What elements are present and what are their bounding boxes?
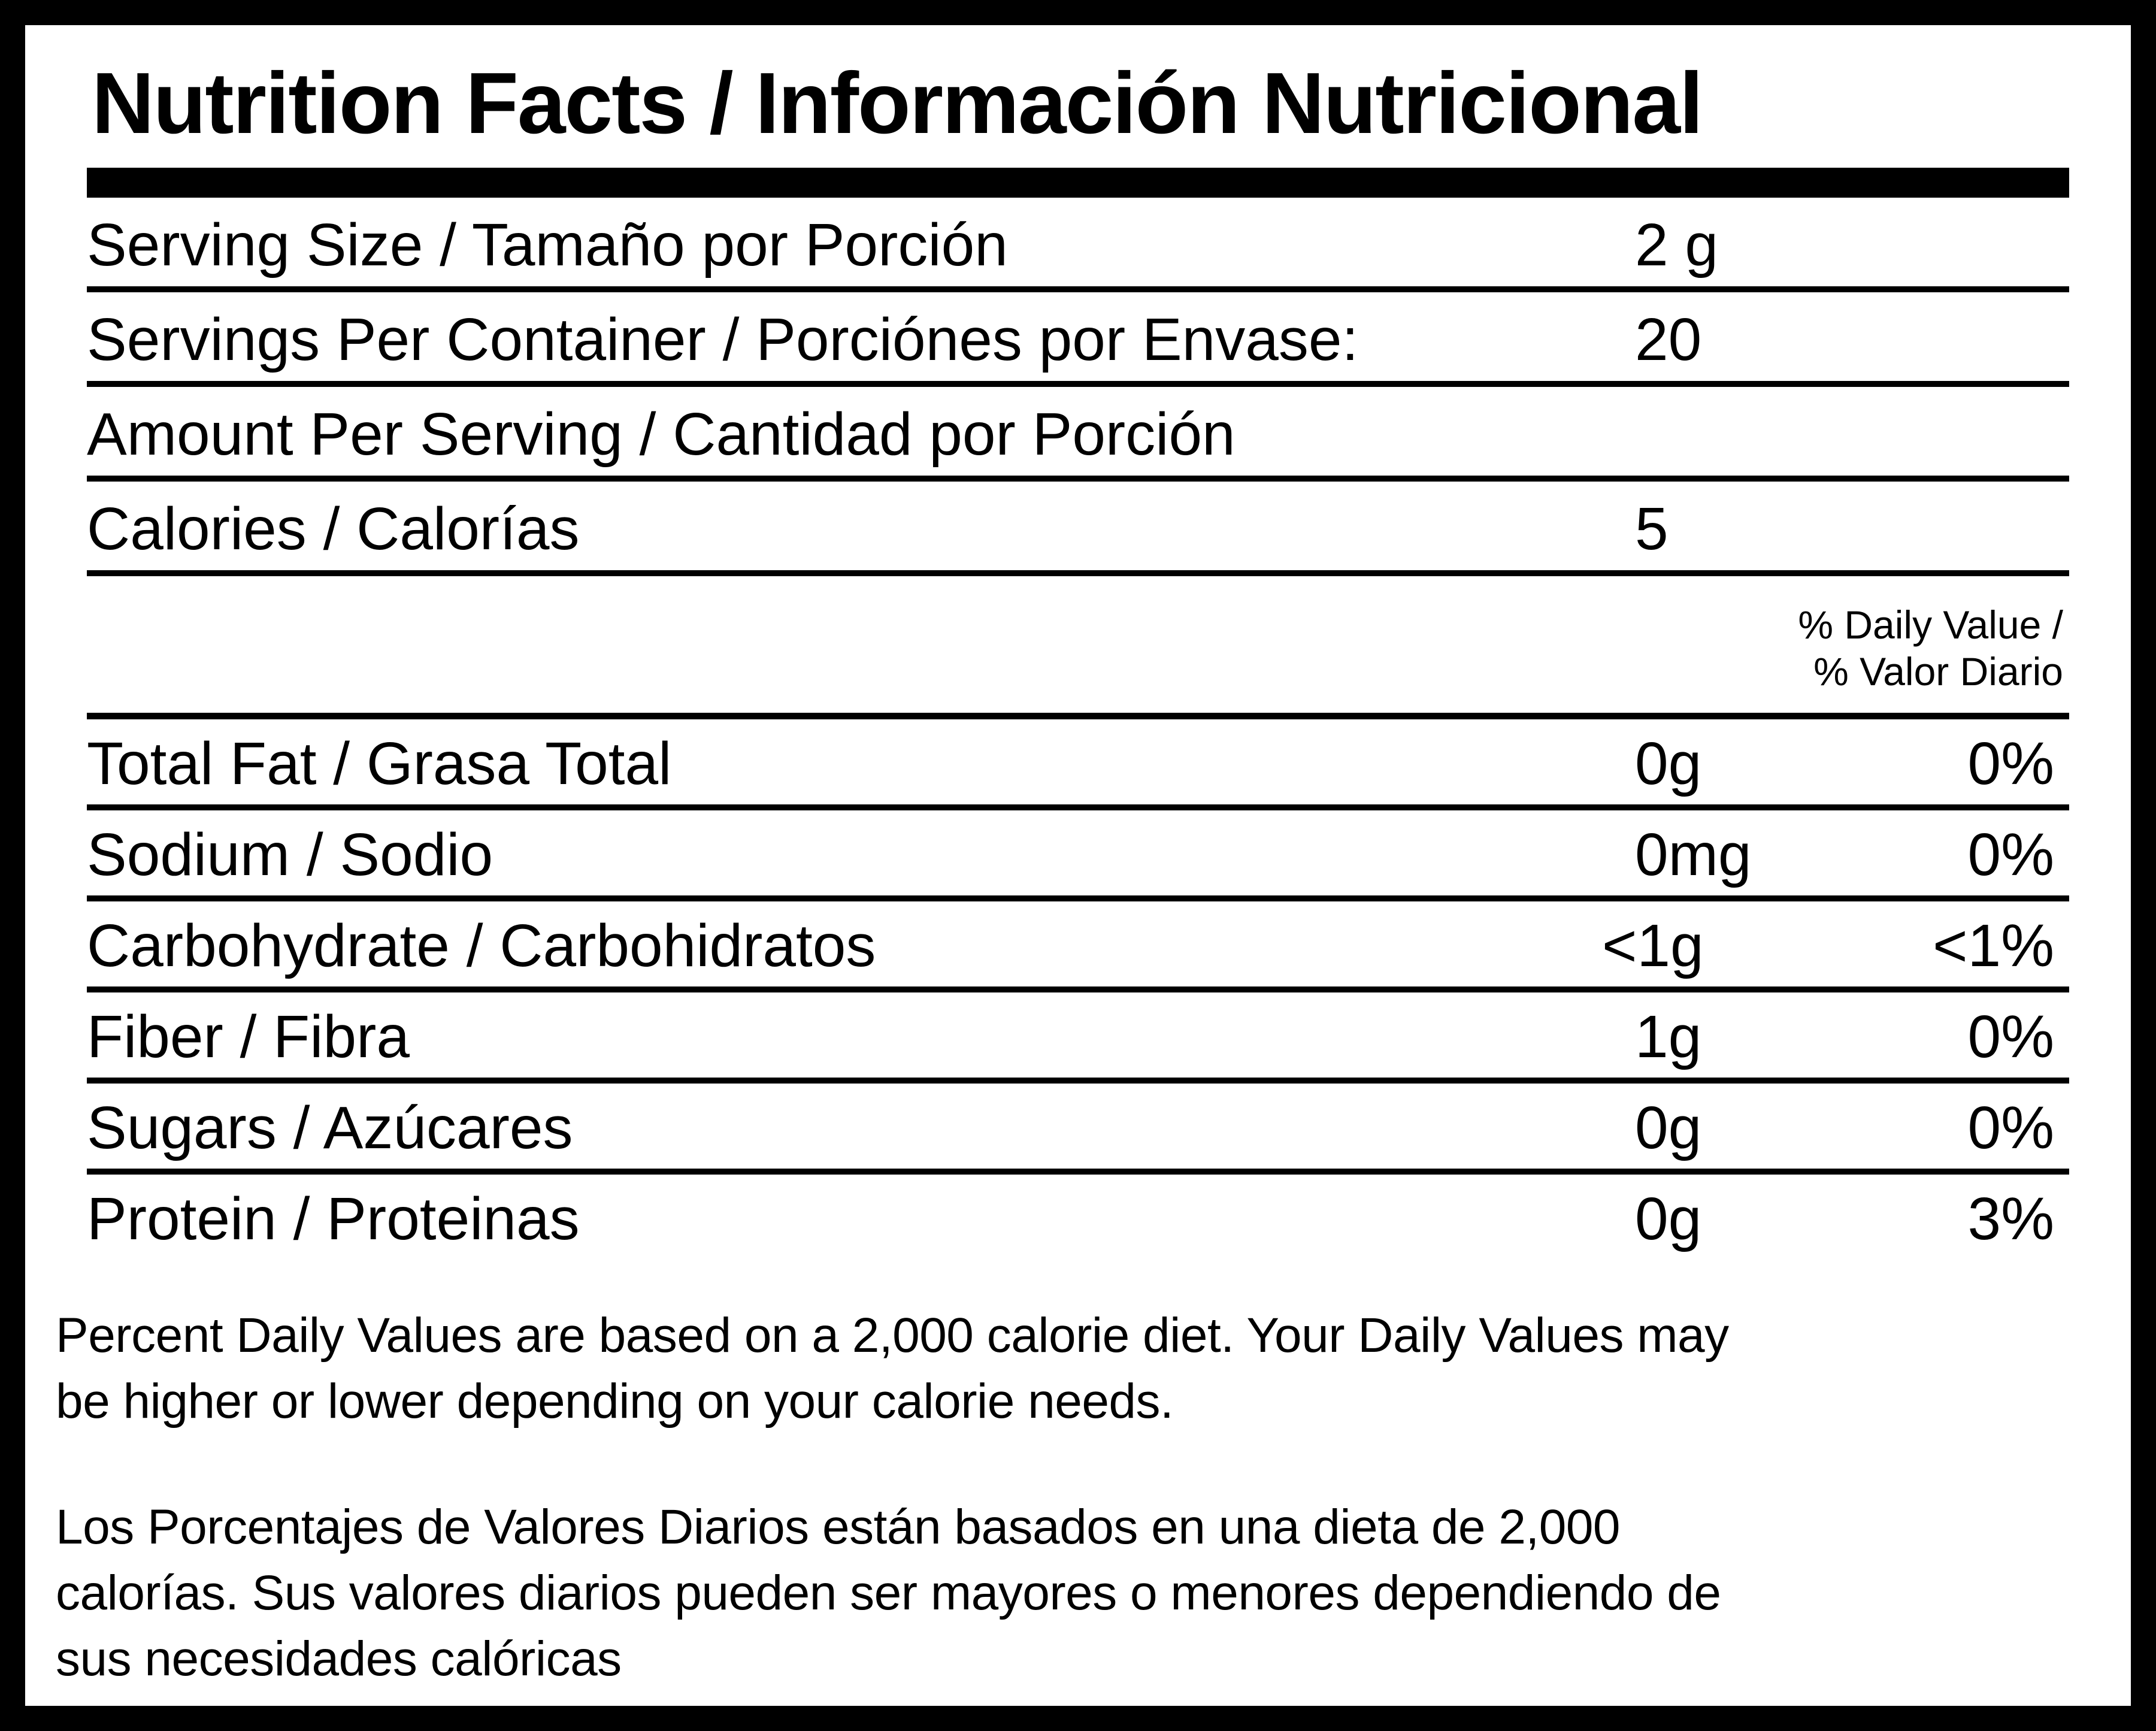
daily-value-header: % Daily Value / % Valor Diario (87, 576, 2069, 719)
nutrient-row: Total Fat / Grasa Total 0g 0% (87, 719, 2069, 810)
nutrient-name: Total Fat / Grasa Total (87, 730, 672, 797)
title-divider-bar (87, 168, 2069, 198)
nutrient-name: Sugars / Azúcares (87, 1094, 573, 1161)
footnote-english: Percent Daily Values are based on a 2,00… (56, 1303, 2069, 1435)
footnote-spanish-line: sus necesidades calóricas (56, 1632, 622, 1686)
info-row-value: 20 (1635, 306, 1702, 373)
nutrient-name: Fiber / Fibra (87, 1003, 410, 1070)
nutrient-amount: 1g (1635, 1003, 1702, 1070)
nutrient-daily-value: 0% (1967, 730, 2054, 797)
daily-value-header-line2: % Valor Diario (1813, 649, 2063, 694)
nutrient-amount: 0g (1635, 730, 1702, 797)
info-row: Calories / Calorías 5 (87, 482, 2069, 576)
nutrient-row: Protein / Proteinas 0g 3% (87, 1175, 2069, 1260)
nutrient-daily-value: 0% (1967, 1003, 2054, 1070)
label-content: Nutrition Facts / Información Nutriciona… (56, 55, 2069, 1692)
nutrient-row: Fiber / Fibra 1g 0% (87, 992, 2069, 1084)
info-row-label: Calories / Calorías (87, 495, 580, 562)
nutrient-daily-value: 3% (1967, 1185, 2054, 1252)
info-row-label: Servings Per Container / Porciónes por E… (87, 306, 1359, 373)
nutrient-row: Sodium / Sodio 0mg 0% (87, 810, 2069, 901)
nutrients-section: Total Fat / Grasa Total 0g 0% Sodium / S… (87, 719, 2069, 1260)
nutrient-daily-value: 0% (1967, 1094, 2054, 1161)
nutrient-amount: <1g (1602, 912, 1704, 979)
info-row: Servings Per Container / Porciónes por E… (87, 292, 2069, 387)
nutrient-amount: 0mg (1635, 821, 1752, 888)
nutrient-name: Sodium / Sodio (87, 821, 493, 888)
nutrient-row: Carbohydrate / Carbohidratos <1g <1% (87, 901, 2069, 992)
info-row-value: 5 (1635, 495, 1669, 562)
footnote-spanish-line: Los Porcentajes de Valores Diarios están… (56, 1500, 1621, 1554)
serving-info-section: Serving Size / Tamaño por Porción 2 g Se… (87, 198, 2069, 576)
label-title: Nutrition Facts / Información Nutriciona… (92, 55, 1703, 152)
footnote-spanish-line: calorías. Sus valores diarios pueden ser… (56, 1566, 1721, 1620)
footnote-spanish: Los Porcentajes de Valores Diarios están… (56, 1494, 2069, 1692)
info-row: Serving Size / Tamaño por Porción 2 g (87, 198, 2069, 292)
info-row-label: Amount Per Serving / Cantidad por Porció… (87, 401, 1236, 468)
info-row-label: Serving Size / Tamaño por Porción (87, 211, 1008, 279)
nutrient-name: Carbohydrate / Carbohidratos (87, 912, 876, 979)
footnote-english-line: Percent Daily Values are based on a 2,00… (56, 1308, 1729, 1363)
nutrient-row: Sugars / Azúcares 0g 0% (87, 1084, 2069, 1175)
info-row-value: 2 g (1635, 211, 1719, 279)
nutrient-amount: 0g (1635, 1185, 1702, 1252)
daily-value-header-line1: % Daily Value / (1798, 603, 2063, 647)
nutrient-daily-value: 0% (1967, 821, 2054, 888)
nutrient-name: Protein / Proteinas (87, 1185, 580, 1252)
info-row: Amount Per Serving / Cantidad por Porció… (87, 387, 2069, 482)
nutrient-daily-value: <1% (1933, 912, 2054, 979)
footnote-english-line: be higher or lower depending on your cal… (56, 1374, 1174, 1429)
nutrient-amount: 0g (1635, 1094, 1702, 1161)
